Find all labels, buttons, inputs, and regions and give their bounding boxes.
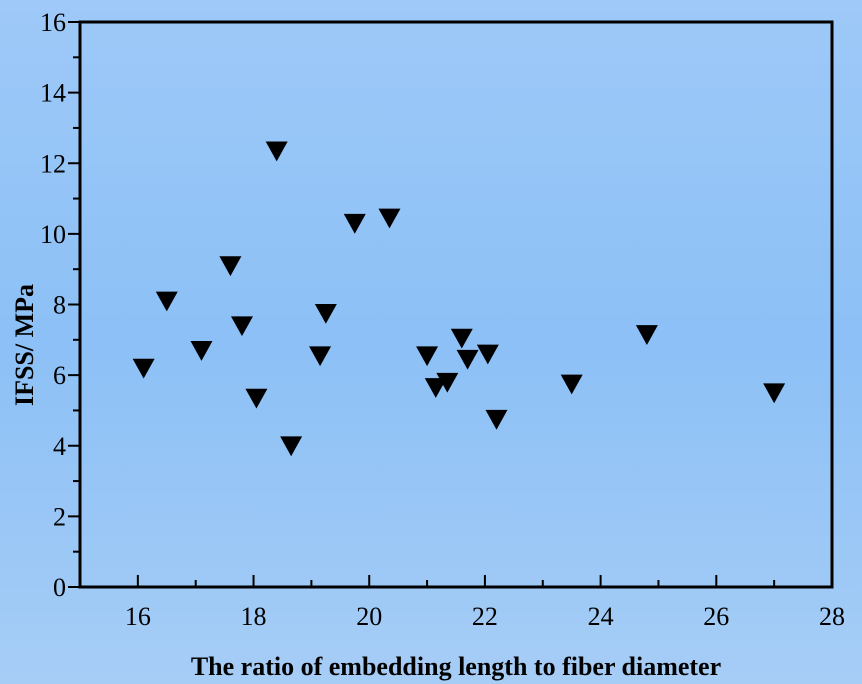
axis-ticks <box>68 21 833 588</box>
y-tick-label: 0 <box>53 573 66 602</box>
data-point-marker <box>132 358 155 379</box>
data-point-marker <box>230 316 253 337</box>
y-tick-label: 6 <box>53 361 66 390</box>
x-tick-label: 26 <box>703 602 729 631</box>
x-axis-title: The ratio of embedding length to fiber d… <box>191 652 721 681</box>
data-point-marker <box>456 349 479 370</box>
data-point-marker <box>155 291 178 312</box>
y-tick-label: 4 <box>53 432 66 461</box>
data-point-marker <box>280 436 303 457</box>
data-point-marker <box>450 328 473 349</box>
data-point-marker <box>314 303 337 324</box>
data-point-marker <box>190 341 213 361</box>
x-tick-label: 24 <box>588 602 614 631</box>
x-tick-label: 20 <box>356 602 382 631</box>
x-tick-label: 18 <box>241 602 267 631</box>
data-points <box>132 141 786 457</box>
data-point-marker <box>245 388 268 409</box>
data-point-marker <box>436 372 459 393</box>
y-tick-label: 16 <box>40 8 66 37</box>
data-point-marker <box>763 383 786 404</box>
y-tick-label: 2 <box>53 502 66 531</box>
y-tick-label: 12 <box>40 149 66 178</box>
x-tick-label: 16 <box>125 602 151 631</box>
data-point-marker <box>265 141 288 162</box>
y-axis-title: IFSS/ MPa <box>10 284 39 406</box>
data-point-marker <box>424 378 447 398</box>
y-tick-label: 8 <box>53 291 66 320</box>
data-point-marker <box>219 256 242 277</box>
y-tick-label: 14 <box>40 79 66 108</box>
data-point-marker <box>416 346 439 367</box>
data-point-marker <box>309 346 332 367</box>
x-tick-label: 22 <box>472 602 498 631</box>
data-point-marker <box>476 344 499 365</box>
data-point-marker <box>343 213 366 234</box>
x-tick-label: 28 <box>819 602 845 631</box>
y-tick-label: 10 <box>40 220 66 249</box>
data-point-marker <box>635 325 658 345</box>
plot-frame <box>78 20 834 589</box>
data-point-marker <box>560 374 583 395</box>
data-point-marker <box>485 409 508 430</box>
data-point-marker <box>378 208 401 229</box>
